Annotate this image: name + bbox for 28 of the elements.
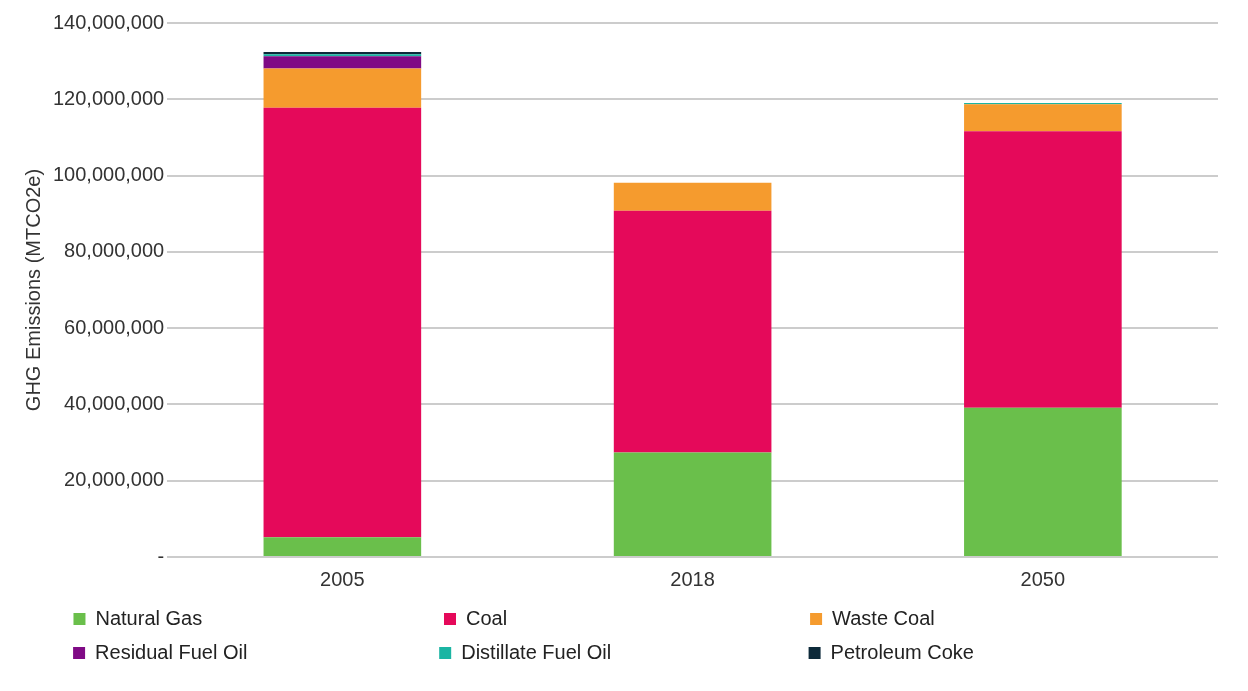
bar — [964, 407, 1122, 556]
y-tick-label: 100,000,000 — [52, 163, 165, 186]
legend-label: Coal — [466, 606, 797, 629]
bar — [613, 210, 772, 453]
bar — [613, 452, 772, 556]
y-tick-label: 40,000,000 — [64, 391, 165, 414]
bar — [613, 182, 772, 211]
bar — [964, 104, 1122, 132]
x-tick-label: 2050 — [1020, 567, 1066, 590]
legend-label: Natural Gas — [95, 606, 430, 629]
y-tick-label: 120,000,000 — [52, 86, 165, 109]
x-tick-label: 2005 — [320, 567, 365, 590]
legend-label: Waste Coal — [832, 606, 1163, 629]
legend-label: Distillate Fuel Oil — [461, 640, 795, 663]
bar — [263, 537, 422, 556]
legend-label: Residual Fuel Oil — [95, 640, 426, 663]
x-tick-label: 2018 — [670, 567, 715, 590]
y-axis-title: GHG Emissions (MTCO2e) — [21, 168, 44, 412]
bar — [263, 107, 422, 538]
bar — [964, 131, 1122, 408]
y-tick-label: 140,000,000 — [52, 10, 165, 33]
legend-label: Petroleum Coke — [830, 640, 1163, 663]
y-tick-label: - — [157, 544, 165, 567]
y-tick-label: 60,000,000 — [64, 315, 165, 338]
y-tick-label: 20,000,000 — [64, 468, 165, 491]
bar — [263, 68, 422, 108]
y-tick-label: 80,000,000 — [64, 239, 165, 262]
bar — [263, 56, 422, 69]
